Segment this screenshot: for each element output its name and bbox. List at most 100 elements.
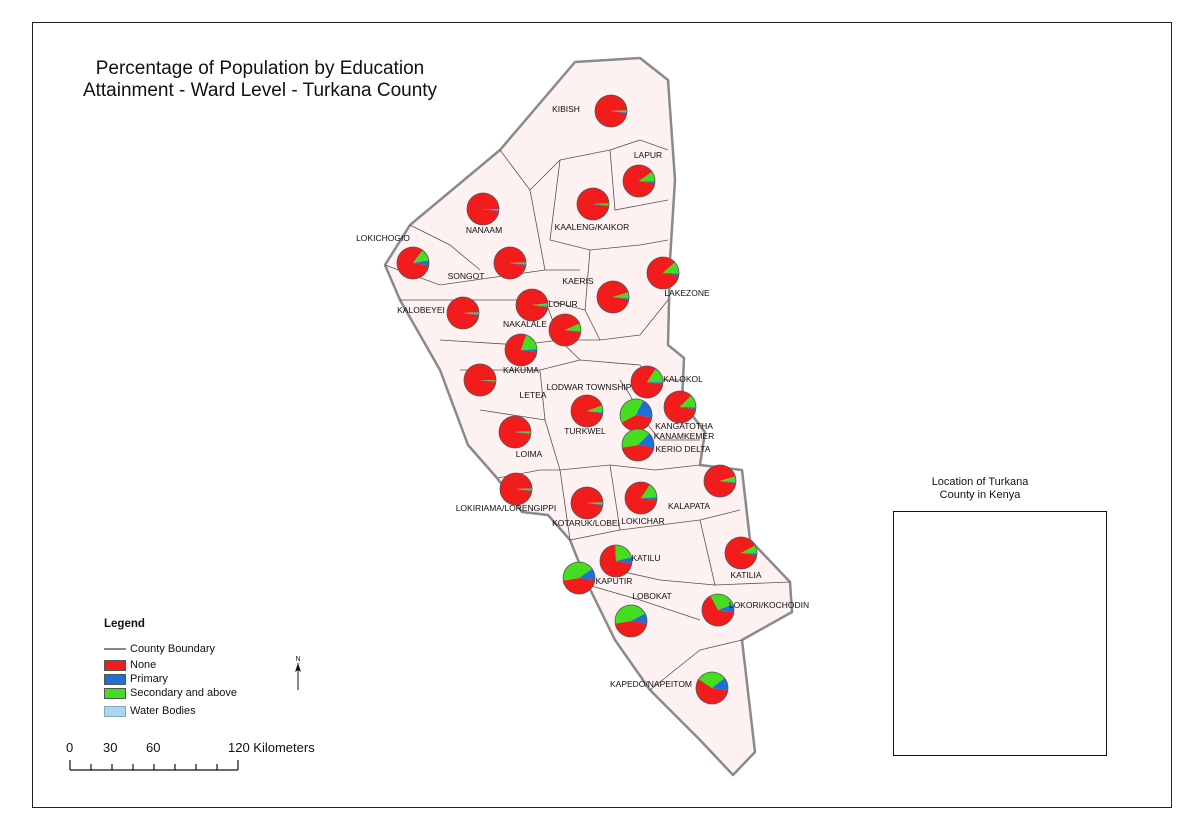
- map-title-line-2: Attainment - Ward Level - Turkana County: [82, 80, 438, 101]
- pie-slice-primary: [510, 263, 526, 266]
- pie-slice-secondary: [483, 209, 499, 211]
- pie-slice-none: [515, 289, 548, 322]
- pie-slice-none: [621, 415, 652, 431]
- pie-slice-secondary: [615, 605, 646, 624]
- pie-slice-none: [646, 256, 679, 289]
- ward-pie: [594, 94, 628, 128]
- ward-pie: [630, 365, 664, 399]
- pie-slice-none: [500, 472, 532, 505]
- ward-pie-charts: [396, 94, 758, 705]
- pie-slice-primary: [613, 297, 629, 300]
- pie-slice-none: [664, 390, 696, 423]
- pie-outline: [596, 280, 630, 314]
- pie-outline: [594, 94, 628, 128]
- pie-slice-primary: [579, 568, 595, 581]
- pie-slice-none: [595, 94, 627, 127]
- pie-slice-none: [597, 280, 629, 313]
- ward-label: LOKICHOGIO: [356, 233, 410, 243]
- ward-pie: [619, 398, 653, 432]
- pie-slice-none: [630, 365, 663, 398]
- pie-slice-primary: [480, 380, 496, 383]
- pie-slice-primary: [565, 330, 581, 333]
- pie-slice-primary: [720, 481, 736, 484]
- ward-pie: [396, 246, 430, 280]
- pie-slice-primary: [741, 553, 757, 556]
- ward-label: KAALENG/KAIKOR: [555, 222, 630, 232]
- legend-swatch-water: [104, 705, 126, 717]
- ward-pie: [446, 296, 480, 330]
- pie-slice-secondary: [680, 395, 696, 408]
- pie-slice-primary: [647, 382, 663, 385]
- pie-outline: [499, 472, 533, 506]
- north-arrow: N: [295, 656, 301, 690]
- ward-label: KATILU: [631, 553, 660, 563]
- legend-swatch-none: [104, 659, 126, 671]
- pie-outline: [515, 288, 549, 322]
- scale-label: 60: [146, 740, 161, 755]
- pie-slice-secondary: [562, 561, 593, 581]
- ward-pie: [493, 246, 527, 280]
- inset-title-line-2: County in Kenya: [939, 489, 1021, 501]
- ward-label: KAKUMA: [503, 365, 539, 375]
- pie-slice-primary: [611, 111, 627, 114]
- pie-slice-secondary: [516, 488, 532, 491]
- ward-label: LETEA: [520, 390, 547, 400]
- pie-slice-primary: [532, 305, 548, 308]
- pie-slice-secondary: [698, 672, 725, 688]
- pie-slice-none: [563, 578, 595, 594]
- ward-pie: [621, 428, 655, 462]
- pie-slice-primary: [593, 204, 609, 207]
- ward-label: LAPUR: [634, 150, 662, 160]
- pie-slice-secondary: [587, 502, 603, 505]
- pie-slice-secondary: [710, 594, 734, 610]
- pie-outline: [646, 256, 680, 290]
- pie-slice-secondary: [521, 334, 537, 350]
- pie-outline: [498, 415, 532, 449]
- pie-slice-none: [571, 395, 603, 427]
- scale-label: 120 Kilometers: [228, 740, 315, 755]
- pie-slice-primary: [641, 497, 657, 501]
- ward-label: KALOKOL: [663, 374, 703, 384]
- ward-pie: [499, 472, 533, 506]
- pie-slice-secondary: [463, 312, 479, 315]
- legend-swatch-primary: [104, 673, 126, 685]
- pie-slice-secondary: [587, 405, 603, 413]
- legend-line-swatch: [104, 648, 126, 650]
- legend-item-water: Water Bodies: [104, 704, 237, 718]
- pie-slice-primary: [521, 349, 537, 353]
- pie-slice-secondary: [641, 484, 657, 498]
- pie-slice-none: [615, 621, 647, 637]
- legend: Legend County Boundary None Primary Seco…: [104, 618, 237, 718]
- ward-pie: [463, 363, 497, 397]
- pie-outline: [548, 313, 582, 347]
- ward-label: TURKWEL: [564, 426, 606, 436]
- pie-slice-secondary: [639, 171, 655, 182]
- scale-bar: [69, 760, 239, 771]
- legend-item-secondary: Secondary and above: [104, 686, 237, 700]
- ward-label: KOTARUK/LOBEI: [552, 518, 620, 528]
- pie-slice-primary: [616, 557, 632, 564]
- pie-slice-primary: [515, 432, 531, 435]
- ward-pie: [576, 187, 610, 221]
- ward-label: KAERIS: [562, 276, 594, 286]
- pie-slice-primary: [638, 433, 654, 448]
- pie-outline: [622, 164, 656, 198]
- ward-pie: [622, 164, 656, 198]
- pie-slice-none: [622, 164, 655, 197]
- ward-pie: [614, 604, 648, 638]
- pie-slice-secondary: [611, 110, 627, 113]
- ward-pie: [562, 561, 596, 595]
- pie-slice-secondary: [613, 292, 630, 299]
- legend-item-none: None: [104, 658, 237, 672]
- pie-outline: [695, 671, 729, 705]
- ward-pie: [724, 536, 758, 570]
- pie-slice-none: [695, 679, 728, 705]
- pie-slice-none: [494, 246, 526, 279]
- pie-slice-none: [548, 313, 581, 346]
- ward-label: NANAAM: [466, 225, 502, 235]
- legend-label: Water Bodies: [130, 705, 196, 717]
- inset-title: Location of Turkana County in Kenya: [892, 476, 1068, 502]
- pie-slice-none: [600, 545, 632, 578]
- pie-slice-secondary: [515, 431, 532, 434]
